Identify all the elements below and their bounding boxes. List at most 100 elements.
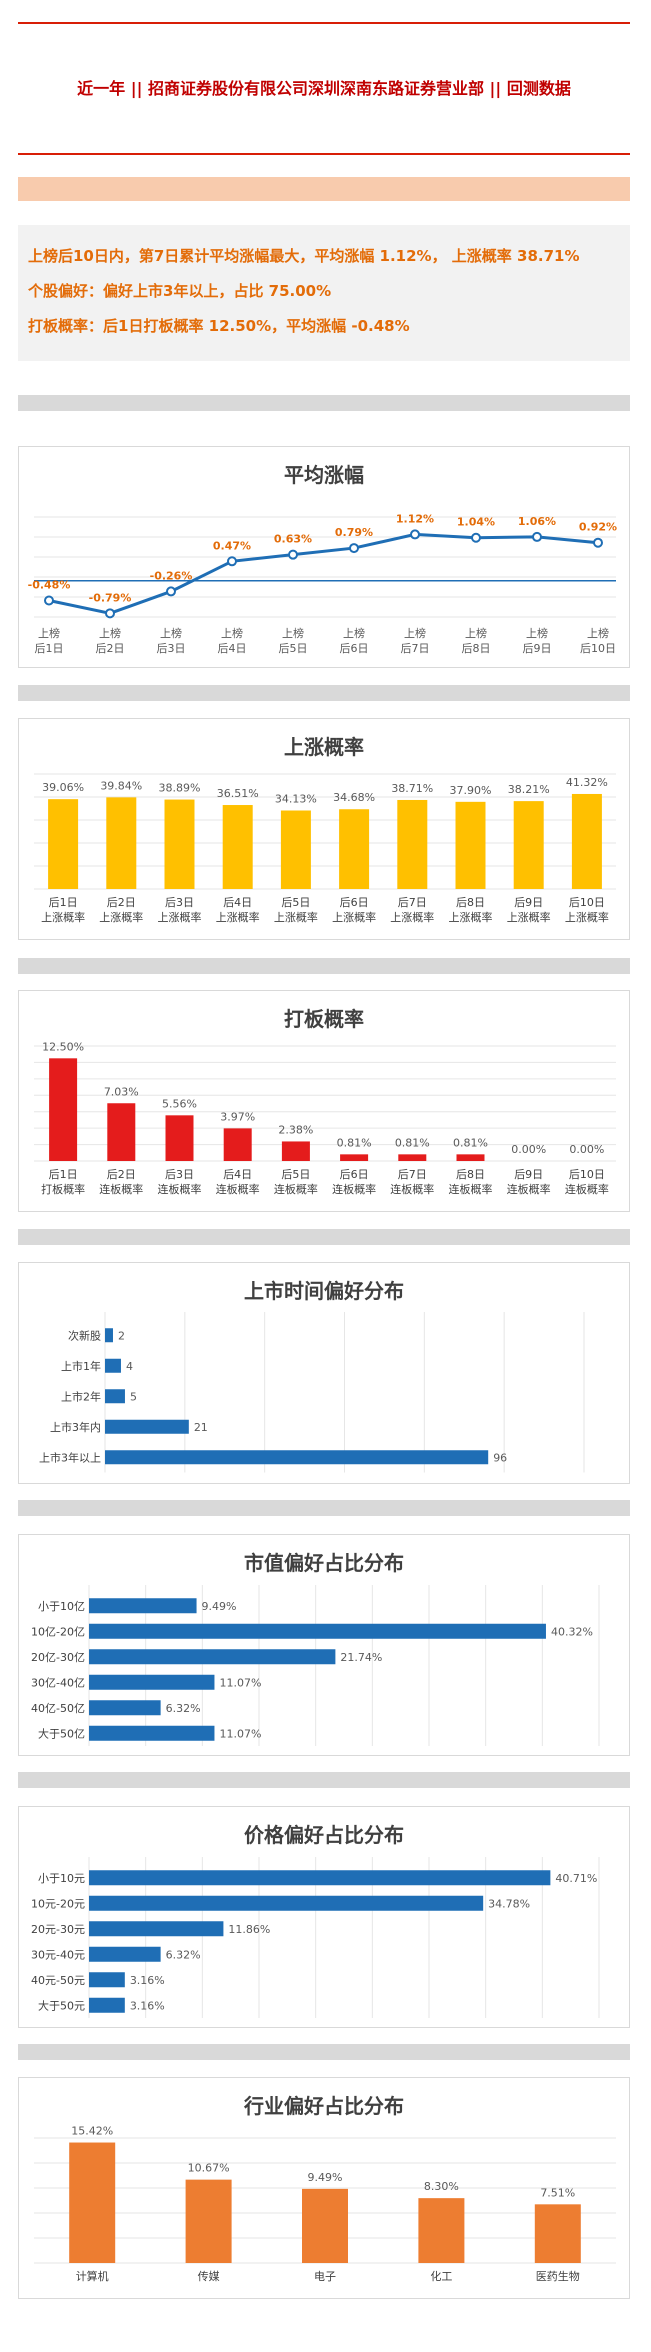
data-label: 41.32% [566, 776, 608, 789]
hbar-chart-market-cap: 小于10亿 9.49% 10亿-20亿 40.32% 20亿-30亿 21.74% 30亿-… [31, 1585, 600, 1746]
data-label: 0.81% [337, 1136, 372, 1149]
chart-title: 平均涨幅 [284, 463, 364, 487]
bar [105, 1450, 489, 1465]
y-tick-label: 上市2年 [61, 1389, 101, 1403]
bar [89, 1598, 197, 1614]
x-tick-label: 上榜 [282, 626, 304, 640]
y-tick-label: 次新股 [68, 1328, 101, 1342]
x-tick-label: 上涨概率 [332, 910, 376, 924]
x-tick-label: 后9日 [523, 642, 552, 655]
bar [89, 1921, 224, 1937]
bar [302, 2188, 348, 2263]
x-tick-label: 连板概率 [507, 1182, 551, 1196]
data-label: 34.68% [333, 791, 375, 804]
x-tick-label: 上涨概率 [565, 910, 609, 924]
data-label: 38.71% [391, 782, 433, 795]
data-point [410, 529, 420, 540]
x-tick-label: 后9日 [514, 896, 543, 909]
x-tick-label: 上涨概率 [216, 910, 260, 924]
x-tick-label: 连板概率 [216, 1182, 260, 1196]
bar [107, 1103, 136, 1161]
bar [223, 1128, 252, 1161]
x-tick-label: 连板概率 [99, 1182, 143, 1196]
x-tick-label: 上榜 [526, 626, 548, 640]
x-tick-label: 电子 [314, 2270, 336, 2283]
data-label: 0.00% [511, 1143, 546, 1156]
data-label: 0.81% [453, 1136, 488, 1149]
x-tick-label: 上涨概率 [507, 910, 551, 924]
hbar-chart-price: 小于10元 40.71% 10元-20元 34.78% 20元-30元 11.86% 30元… [31, 1857, 600, 2018]
y-tick-label: 40元-50元 [31, 1974, 85, 1987]
x-tick-label: 后10日 [580, 642, 616, 655]
section-separator [18, 2044, 630, 2060]
data-label: 38.89% [159, 782, 201, 795]
page-title: 近一年 || 招商证券股份有限公司深圳深南东路证券营业部 || 回测数据 [77, 79, 571, 98]
x-tick-label: 后8日 [456, 896, 485, 909]
bar [222, 805, 253, 889]
x-tick-label: 后10日 [569, 1168, 605, 1181]
x-tick-label: 后4日 [223, 896, 252, 909]
x-tick-label: 后8日 [462, 642, 491, 655]
data-point [471, 532, 481, 543]
section-separator [18, 685, 630, 701]
data-label: -0.26% [150, 569, 193, 582]
data-label: 1.12% [396, 512, 434, 525]
chart-title: 价格偏好占比分布 [244, 1823, 404, 1847]
data-label: 6.32% [166, 1948, 201, 1961]
data-label: 11.86% [228, 1923, 270, 1936]
data-label: 40.71% [555, 1872, 597, 1885]
x-tick-label: 后3日 [165, 896, 194, 909]
data-label: 15.42% [71, 2125, 113, 2138]
bar [106, 797, 137, 889]
x-tick-label: 后3日 [157, 642, 186, 655]
x-tick-label: 上榜 [404, 626, 426, 640]
data-label: 7.03% [104, 1085, 139, 1098]
x-tick-label: 后2日 [107, 896, 136, 909]
x-tick-label: 后4日 [223, 1168, 252, 1181]
data-label: 0.79% [335, 526, 373, 539]
bar [398, 1154, 427, 1161]
bar [340, 1154, 369, 1161]
data-label: 0.00% [569, 1143, 604, 1156]
data-label: 36.51% [217, 787, 259, 800]
x-tick-label: 上榜 [221, 626, 243, 640]
section-separator [18, 395, 630, 411]
y-tick-label: 大于50元 [38, 1998, 85, 2012]
y-tick-label: 30亿-40亿 [31, 1676, 85, 1689]
bar [89, 1725, 215, 1741]
data-point [532, 531, 542, 542]
data-point [227, 556, 237, 567]
x-tick-label: 连板概率 [332, 1182, 376, 1196]
bar [69, 2142, 116, 2263]
bar [164, 799, 195, 889]
bar [105, 1328, 113, 1343]
data-label: 40.32% [551, 1625, 593, 1638]
chart-title: 上市时间偏好分布 [244, 1279, 404, 1303]
data-point [593, 537, 603, 548]
chart-card-price: 价格偏好占比分布 小于10元 40.71% 10元-20元 34.78% 20元-30元… [18, 1806, 630, 2028]
section-separator [18, 1229, 630, 1245]
x-tick-label: 后6日 [340, 642, 369, 655]
data-label: 0.47% [213, 539, 251, 552]
data-label: 0.63% [274, 533, 312, 546]
y-tick-label: 上市3年以上 [39, 1450, 101, 1464]
x-tick-label: 后10日 [569, 896, 605, 909]
data-label: 1.04% [457, 516, 495, 529]
data-point [166, 586, 176, 597]
chart-title: 打板概率 [284, 1007, 364, 1031]
data-label: 21.74% [340, 1651, 382, 1664]
x-tick-label: 后2日 [107, 1168, 136, 1181]
x-tick-label: 后5日 [281, 896, 310, 909]
x-tick-label: 连板概率 [390, 1182, 434, 1196]
data-label: 9.49% [308, 2171, 343, 2184]
x-tick-label: 后5日 [279, 642, 308, 655]
x-tick-label: 上榜 [587, 626, 609, 640]
bar [105, 1419, 189, 1434]
data-label: 2 [118, 1329, 125, 1342]
bar [571, 793, 602, 889]
bar [280, 810, 311, 889]
bar [185, 2179, 232, 2263]
x-tick-label: 后7日 [401, 642, 430, 655]
chart-card-limit-prob: 打板概率 12.50% 后1日 打板概率 7.03% 后2日 连板概率 5.56% 后3日 连板… [18, 990, 630, 1212]
